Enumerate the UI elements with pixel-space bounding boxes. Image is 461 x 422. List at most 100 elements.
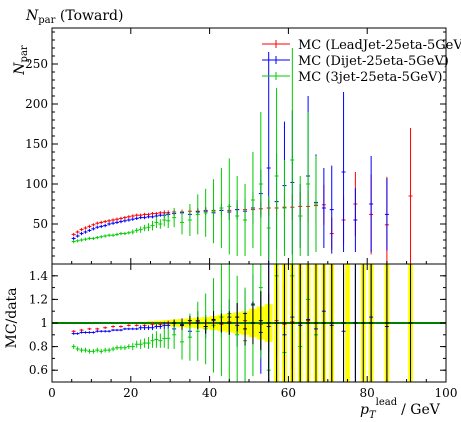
series-0-point — [130, 214, 135, 218]
ratio-1-point — [79, 331, 84, 334]
series-1-point — [158, 213, 163, 217]
ratio-1-point — [103, 330, 108, 333]
x-tick-label: 40 — [202, 386, 217, 400]
series-1-point — [126, 218, 131, 222]
series-0-point — [115, 217, 120, 221]
y-tick-label: 50 — [33, 217, 48, 231]
series-2-point — [211, 179, 216, 244]
series-2-point — [306, 112, 311, 256]
series-2-point — [195, 194, 200, 235]
chart-title: Npar (Toward) — [25, 8, 123, 26]
series-1-point — [95, 225, 100, 229]
upper-ylabel: Npar — [12, 45, 30, 76]
ratio-1-point — [158, 324, 163, 329]
series-1-point — [369, 156, 374, 252]
ratio-3-point — [313, 264, 318, 382]
series-2-point — [130, 229, 135, 235]
series-2-point — [71, 240, 76, 244]
series-1-point — [142, 216, 147, 220]
series-2-point — [235, 176, 240, 256]
series-1-point — [91, 227, 96, 231]
lower-plot-marks — [71, 264, 413, 382]
series-1-point — [83, 230, 88, 234]
series-2-point — [87, 236, 92, 240]
series-1-point — [138, 216, 143, 220]
series-0-point — [118, 216, 123, 220]
ratio-1-point — [107, 330, 112, 333]
series-0-point — [91, 223, 96, 227]
ratio-3-point — [306, 264, 311, 382]
ratio-1-point — [111, 328, 116, 332]
series-2-point — [103, 234, 108, 238]
ratio-1-point — [87, 331, 92, 334]
series-2-point — [219, 168, 224, 248]
series-2-point — [118, 232, 123, 236]
legend-entry: MC (LeadJet-25eta-5GeV) — [262, 38, 461, 53]
series-1-point — [146, 215, 151, 219]
ratio-1-point — [162, 321, 167, 329]
ratio-0-point — [126, 324, 131, 327]
ratio-0-point — [111, 325, 116, 328]
ratio-2-point — [166, 327, 171, 349]
series-0-point — [122, 216, 127, 220]
series-2-point — [146, 223, 151, 232]
ratio-2-point — [87, 348, 92, 354]
legend-label: MC (LeadJet-25eta-5GeV) — [298, 38, 461, 53]
ratio-3-point — [298, 264, 303, 382]
ratio-3-point — [353, 264, 358, 382]
series-1-point — [122, 219, 127, 223]
legend: MC (LeadJet-25eta-5GeV)MC (Dijet-25eta-5… — [262, 38, 461, 85]
ratio-2-point — [83, 347, 88, 353]
ratio-3-point — [266, 264, 271, 382]
series-2-point — [122, 232, 127, 236]
series-2-point — [99, 235, 104, 239]
series-0-point — [87, 224, 92, 228]
ratio-tick-label: 1 — [40, 316, 48, 330]
lower-y-ticks: 0.6 0.8 1 1.2 1.4 — [29, 269, 446, 383]
ratio-3-point — [235, 302, 240, 332]
ratio-1-point — [115, 328, 120, 332]
ratio-2-point — [142, 338, 147, 348]
series-0-point — [83, 226, 88, 230]
series-2-point — [79, 238, 84, 242]
series-2-point — [298, 176, 303, 256]
upper-plot-marks — [71, 48, 413, 264]
series-2-point — [203, 188, 208, 237]
ratio-tick-label: 1.4 — [29, 269, 48, 283]
ratio-2-point — [75, 346, 80, 352]
ratio-1-point — [95, 330, 100, 333]
series-0-point — [103, 220, 108, 224]
ratio-3-point — [361, 264, 366, 382]
ratio-3-point — [384, 264, 389, 382]
series-2-point — [258, 112, 263, 256]
ratio-1-point — [134, 327, 139, 331]
ratio-2-point — [71, 344, 76, 349]
ratio-3-point — [243, 312, 248, 346]
y-tick-label: 250 — [25, 57, 48, 71]
ratio-1-point — [75, 332, 80, 335]
ratio-0-point — [95, 327, 100, 331]
series-2-point — [166, 213, 171, 228]
legend-entry: MC (Dijet-25eta-5GeV) — [262, 54, 449, 69]
ratio-1-point — [118, 328, 123, 332]
ratio-3-point — [180, 320, 185, 331]
ratio-2-point — [134, 340, 139, 348]
ratio-2-point — [99, 348, 104, 354]
ratio-0-point — [71, 330, 76, 333]
x-ticks: 0 20 40 60 80 100 — [48, 28, 457, 400]
ratio-1-point — [154, 324, 159, 329]
series-1-point — [87, 228, 92, 232]
ratio-2-point — [79, 347, 84, 353]
ratio-tick-label: 0.6 — [29, 363, 48, 377]
ratio-3-point — [227, 311, 232, 335]
ratio-3-point — [203, 319, 208, 334]
ratio-1-point — [99, 330, 104, 333]
ratio-3-point — [172, 319, 177, 327]
legend-entry: MC (3jet-25eta-5GeV) — [262, 70, 443, 85]
series-2-point — [172, 208, 177, 228]
series-2-point — [111, 233, 116, 237]
ratio-2-point — [107, 347, 112, 353]
series-0-point — [142, 212, 147, 216]
series-0-point — [150, 212, 155, 216]
series-1-point — [107, 222, 112, 226]
